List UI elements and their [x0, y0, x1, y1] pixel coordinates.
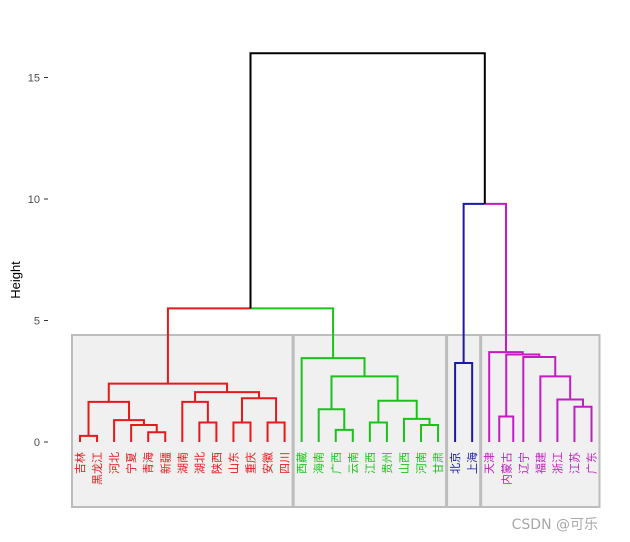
- leaf-label: 云南: [347, 452, 360, 474]
- leaf-label: 山东: [227, 452, 240, 474]
- leaf-label: 宁夏: [124, 452, 138, 474]
- y-axis-label: Height: [8, 261, 23, 299]
- leaf-label: 贵州: [381, 452, 394, 474]
- leaf-label: 山西: [398, 452, 411, 474]
- y-axis: 0 5 10 15 Height: [8, 73, 48, 449]
- leaf-label: 广西: [330, 452, 343, 474]
- leaf-label: 陕西: [209, 452, 223, 474]
- leaf-label: 湖南: [176, 452, 189, 474]
- leaf-label: 青海: [141, 452, 155, 474]
- leaf-label: 新疆: [158, 452, 172, 474]
- cluster-panel-2: [292, 334, 448, 508]
- leaf-labels: 吉林 黑龙江 河北 宁夏 青海 新疆 湖南 湖北 陕西 山东 重庆 安徽 四川 西藏 海南 广西 云南 江西 贵州山…: [73, 452, 599, 485]
- leaf-label: 吉林: [73, 452, 87, 474]
- leaf-label: 广东: [586, 452, 599, 474]
- y-tick-label: 5: [34, 316, 40, 328]
- leaf-label: 河北: [108, 452, 121, 474]
- leaf-label: 安徽: [261, 452, 275, 474]
- leaf-label: 重庆: [244, 452, 258, 474]
- y-tick-label: 10: [28, 194, 40, 206]
- leaf-label: 西藏: [296, 452, 309, 474]
- y-tick-label: 15: [28, 73, 40, 85]
- leaf-label: 上海: [465, 452, 479, 474]
- leaf-label: 河南: [415, 452, 428, 474]
- csdn-watermark: CSDN @可乐: [511, 517, 598, 533]
- y-tick-label: 0: [34, 437, 40, 449]
- leaf-label: 江苏: [568, 452, 581, 474]
- leaf-label: 四川: [279, 452, 292, 474]
- leaf-label: 海南: [312, 452, 326, 474]
- leaf-label: 江西: [364, 452, 377, 474]
- leaf-label: 黑龙江: [91, 452, 104, 485]
- leaf-label: 浙江: [551, 452, 564, 474]
- leaf-label: 福建: [533, 452, 547, 474]
- cluster-panels: [71, 334, 601, 508]
- link-ROOT: [249, 52, 486, 309]
- leaf-label: 甘肃: [432, 452, 445, 474]
- link-BM-right: [484, 202, 507, 353]
- leaf-label: 湖北: [193, 452, 206, 474]
- link-RG-right: [250, 307, 335, 359]
- link-RG-left: [166, 307, 251, 384]
- leaf-label: 北京: [448, 452, 462, 474]
- leaf-label: 天津: [483, 452, 496, 474]
- link-BM-left: [462, 202, 485, 364]
- leaf-label: 内蒙古: [499, 452, 513, 485]
- leaf-label: 辽宁: [516, 452, 530, 474]
- dendrogram-links: [79, 52, 593, 442]
